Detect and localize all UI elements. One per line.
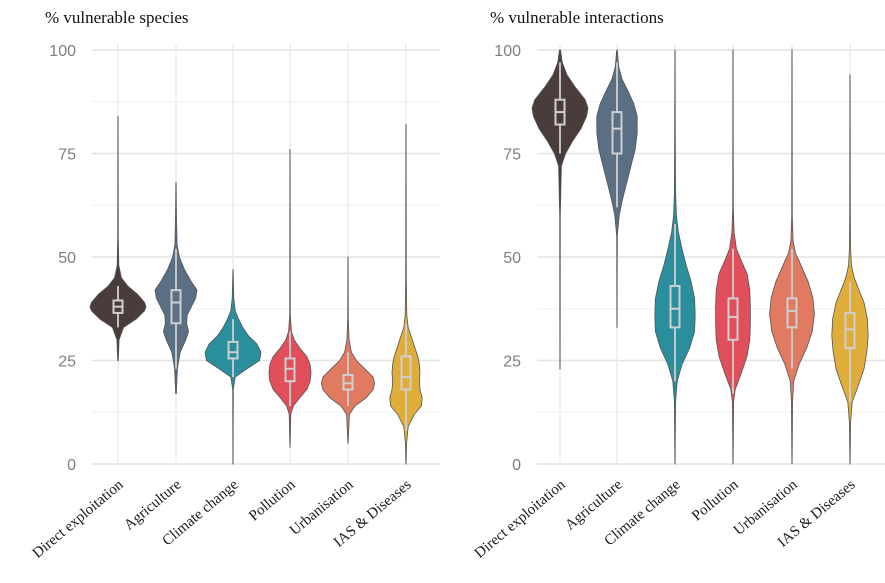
violin-pollution [268, 149, 312, 448]
panel-vulnerable-species: 0 25 50 75 100 % vulnerable species Direct exp… [30, 8, 440, 562]
panel-title: % vulnerable interactions [490, 8, 664, 27]
panel-vulnerable-interactions: 0 25 50 75 100 % vulnerable interactions Direc… [472, 8, 885, 562]
category-label: Direct exploitation [30, 476, 127, 561]
y-tick-label: 50 [503, 250, 521, 267]
violin-body [831, 74, 869, 465]
box-iqr [611, 111, 623, 155]
y-tick-label: 25 [58, 354, 76, 371]
panel-title: % vulnerable species [45, 8, 189, 27]
category-label: Pollution [689, 476, 742, 524]
violin-ias-diseases [831, 74, 869, 465]
violin-climate-change [204, 269, 262, 465]
box-iqr [669, 284, 681, 329]
violin-agriculture [596, 49, 638, 328]
y-tick-label: 100 [49, 43, 76, 60]
violin-body [531, 49, 589, 370]
violin-body [389, 124, 423, 465]
box-iqr [227, 340, 239, 360]
category-label: Direct exploitation [472, 476, 569, 561]
violin-pollution [715, 49, 751, 465]
y-tick-label: 75 [58, 147, 76, 164]
violin-agriculture [154, 182, 198, 394]
violin-direct-exploitation [531, 49, 589, 370]
violin-urbanisation [769, 49, 815, 465]
y-tick-label: 100 [494, 43, 521, 60]
violin-climate-change [654, 49, 696, 465]
y-tick-label: 75 [503, 147, 521, 164]
box-iqr [284, 357, 296, 383]
y-tick-label: 25 [503, 354, 521, 371]
violin-ias-diseases [389, 124, 423, 465]
y-tick-label: 50 [58, 250, 76, 267]
violin-body [320, 256, 376, 444]
y-tick-label: 0 [512, 457, 521, 474]
box-iqr [400, 355, 412, 391]
box-iqr [786, 297, 798, 329]
box-iqr [342, 373, 354, 391]
box-iqr [170, 289, 182, 325]
violin-direct-exploitation [89, 115, 147, 361]
box-iqr [844, 311, 856, 350]
violin-body [268, 149, 312, 448]
violin-body [89, 115, 147, 361]
category-label: Pollution [246, 476, 299, 524]
y-tick-label: 0 [67, 457, 76, 474]
violin-urbanisation [320, 256, 376, 444]
box-iqr [727, 297, 739, 341]
